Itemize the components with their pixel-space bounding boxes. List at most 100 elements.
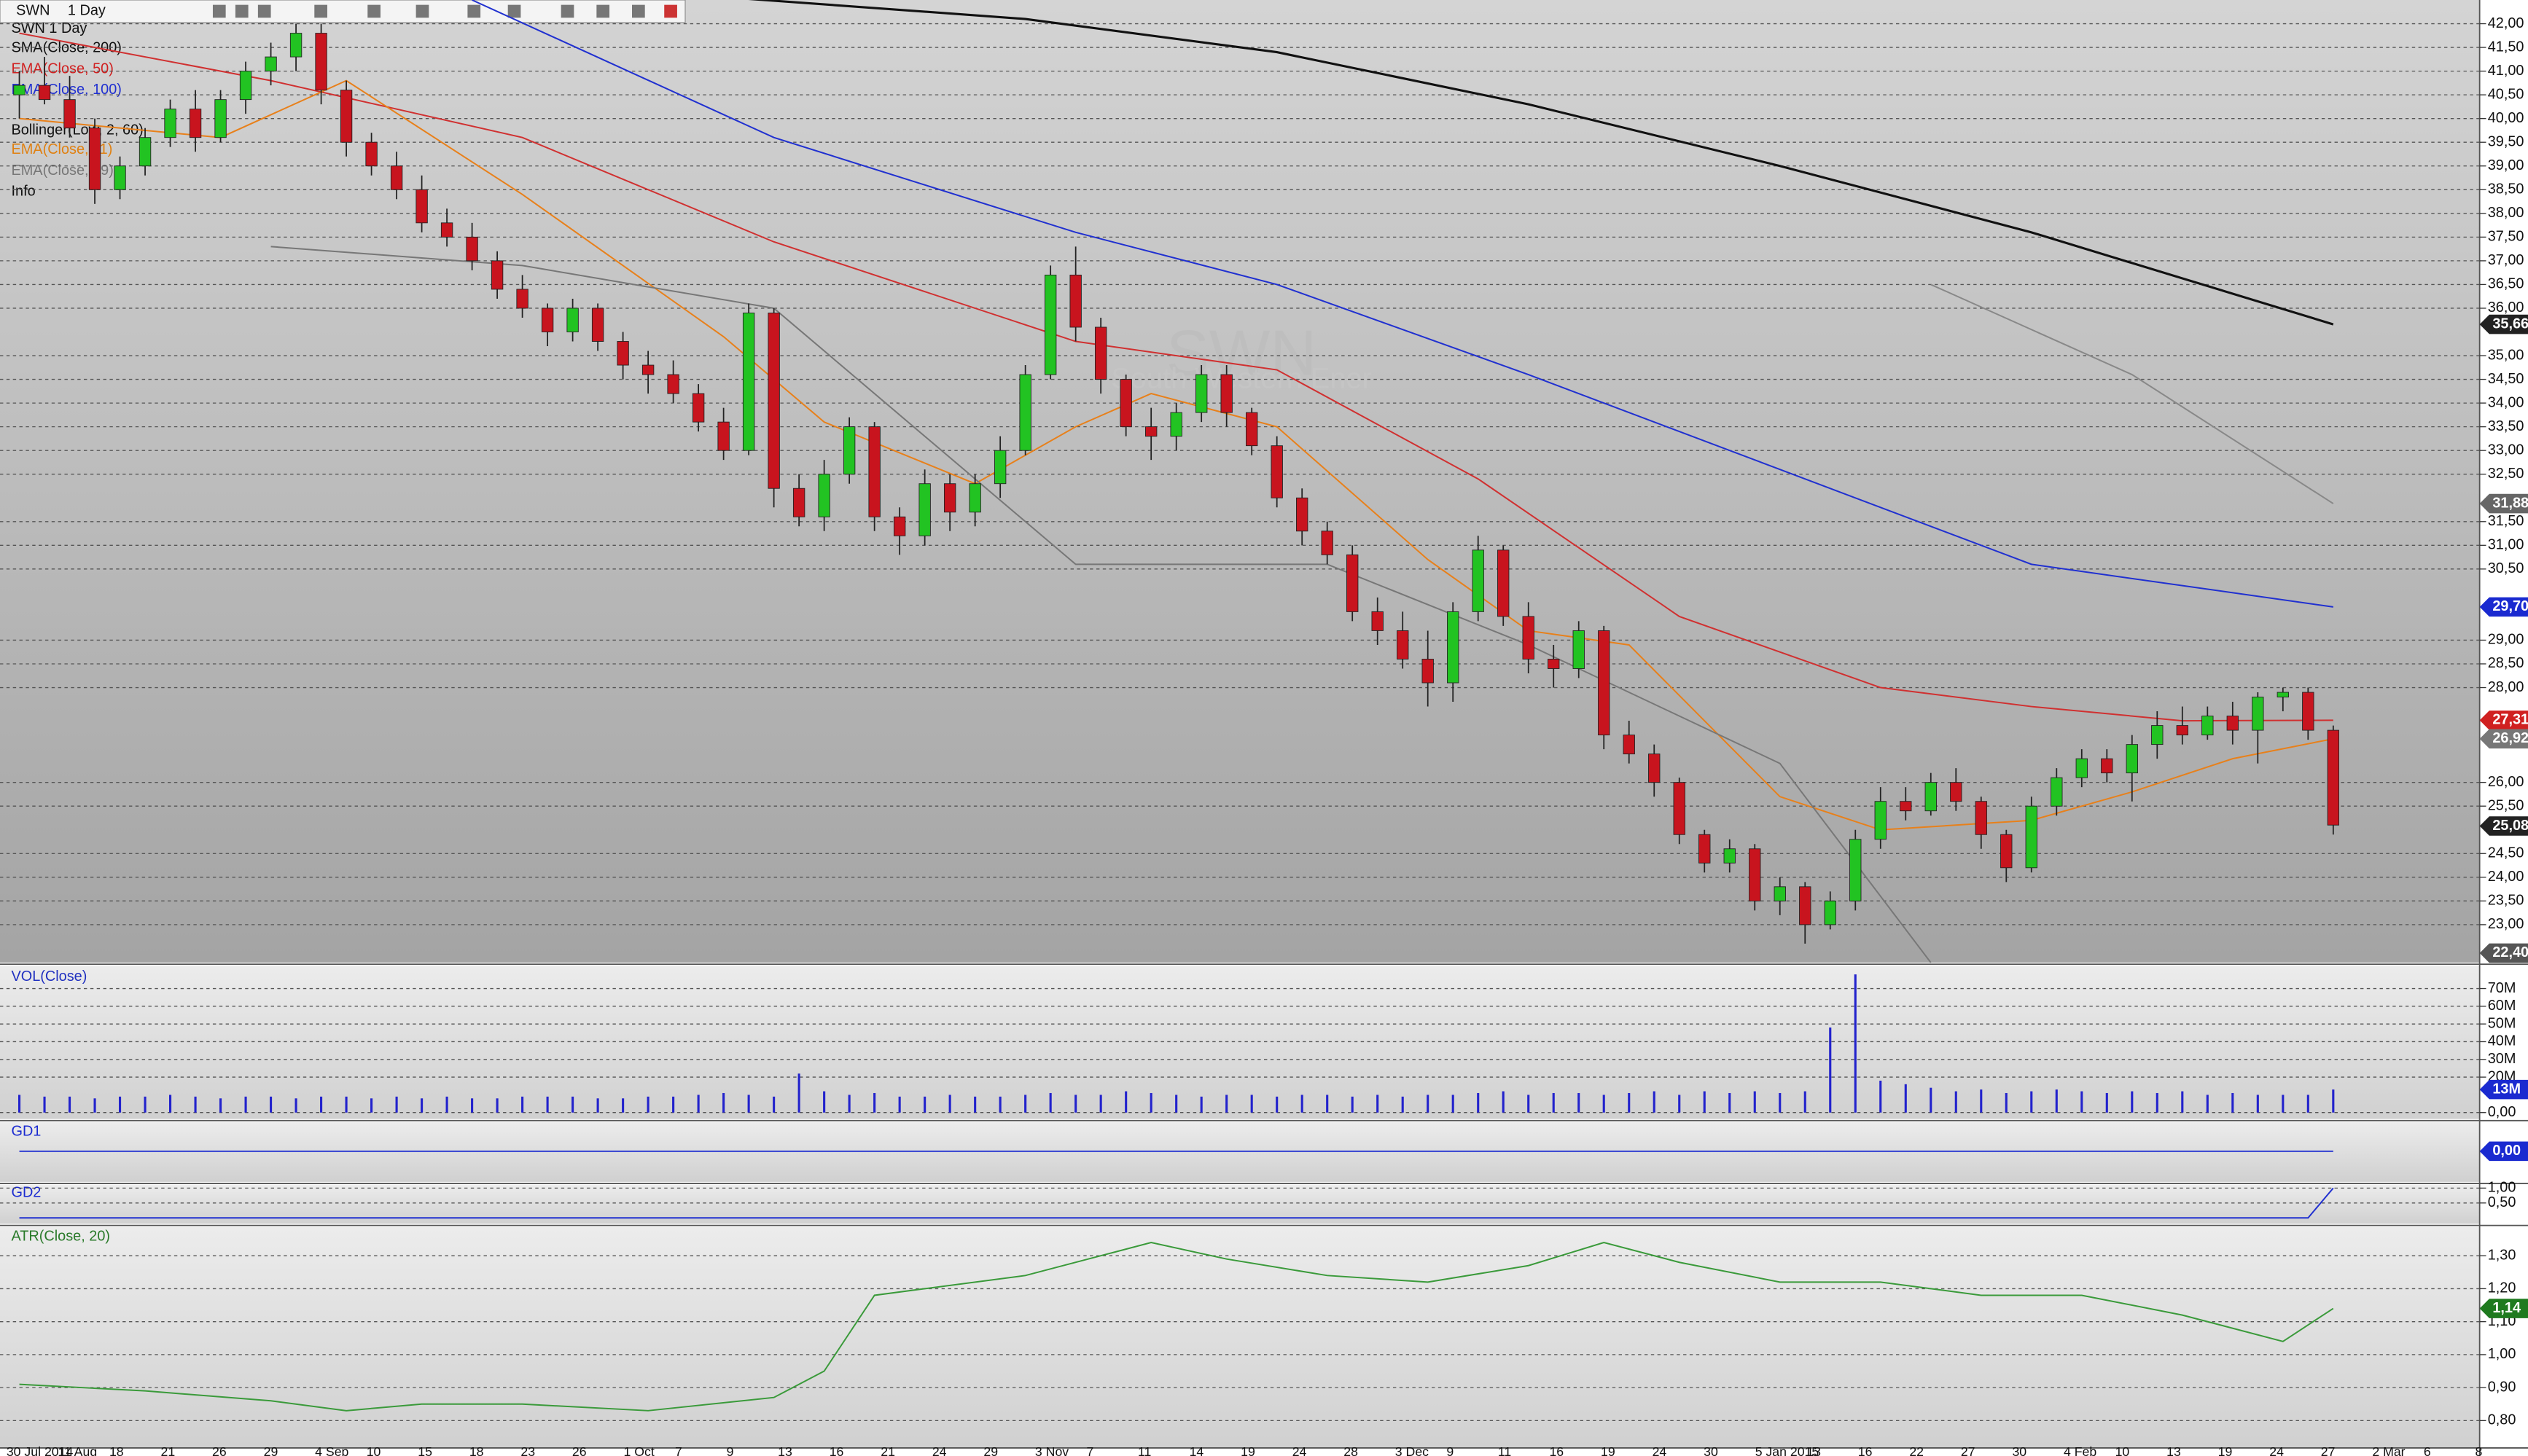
interval[interactable]: 1 Day <box>68 3 106 19</box>
indicator-line <box>270 246 1932 963</box>
x-tick-label: 21 <box>881 1444 895 1456</box>
candle-body <box>390 165 403 190</box>
y-tick-label: 1,00 <box>2488 1180 2516 1196</box>
candle-body <box>1924 782 1937 812</box>
y-tick-label: 1,00 <box>2488 1346 2516 1362</box>
x-tick-label: 24 <box>932 1444 947 1456</box>
x-tick-label: 5 Jan 2015 <box>1755 1444 1819 1456</box>
candle-body <box>818 474 830 517</box>
candle-body <box>2226 716 2239 731</box>
candle-body <box>340 90 353 143</box>
candle-body <box>1799 886 1811 925</box>
x-tick-label: 27 <box>1961 1444 1975 1456</box>
candle-body <box>1497 549 1510 617</box>
indicator-line <box>472 0 2333 608</box>
candle-body <box>1271 445 1283 498</box>
y-tick-label: 29,00 <box>2488 632 2524 648</box>
candle-body <box>792 488 805 517</box>
candle-body <box>164 109 176 138</box>
x-tick-label: 21 <box>161 1444 176 1456</box>
candle-body <box>541 308 554 332</box>
legend-entry: EMA(Close, 39) <box>11 163 113 179</box>
candle-body <box>516 289 528 309</box>
x-tick-label: 23 <box>520 1444 535 1456</box>
candle-body <box>365 141 378 167</box>
candle-body <box>1548 659 1560 669</box>
y-tick-label: 33,50 <box>2488 418 2524 434</box>
y-tick-label: 30,50 <box>2488 560 2524 576</box>
candle-body <box>1019 374 1031 451</box>
candle-body <box>2327 729 2340 826</box>
y-tick-label: 36,00 <box>2488 300 2524 316</box>
x-tick-label: 9 <box>1446 1444 1454 1456</box>
x-tick-label: 19 <box>1241 1444 1255 1456</box>
candle-body <box>868 426 881 517</box>
x-tick-label: 29 <box>264 1444 278 1456</box>
x-tick-label: 10 <box>2115 1444 2130 1456</box>
gd1-panel <box>0 1122 2480 1182</box>
x-tick-label: 16 <box>1858 1444 1873 1456</box>
panel-title: ATR(Close, 20) <box>11 1228 110 1244</box>
candle-body <box>1950 782 1962 802</box>
x-tick-label: 24 <box>1292 1444 1307 1456</box>
y-tick-label: 33,00 <box>2488 442 2524 458</box>
candle-body <box>1447 611 1459 684</box>
x-tick-label: 30 <box>2012 1444 2026 1456</box>
x-tick-label: 28 <box>1343 1444 1358 1456</box>
candle-body <box>1144 426 1158 437</box>
x-tick-label: 24 <box>1653 1444 1667 1456</box>
candle-body <box>1749 848 1761 901</box>
y-tick-label: 40,00 <box>2488 110 2524 126</box>
y-tick-label: 38,00 <box>2488 205 2524 221</box>
x-tick-label: 29 <box>983 1444 998 1456</box>
legend-entry: Info <box>11 184 35 200</box>
candle-body <box>239 71 252 101</box>
candle-body <box>2277 692 2289 697</box>
candle-body <box>1170 412 1182 437</box>
candle-body <box>969 483 981 513</box>
candle-body <box>1220 374 1233 413</box>
candle-body <box>2126 744 2138 774</box>
toolbar: SWN 1 Day <box>0 0 686 23</box>
candle-body <box>2051 777 2063 807</box>
x-tick-label: 13 <box>2166 1444 2181 1456</box>
candle-body <box>1296 497 1308 532</box>
x-tick-label: 24 <box>2269 1444 2284 1456</box>
candle-body <box>2101 758 2113 774</box>
price-flag <box>2479 314 2528 334</box>
candle-body <box>2302 692 2314 731</box>
x-tick-label: 26 <box>212 1444 227 1456</box>
watermark-sub: South Western Ener <box>1111 363 1372 395</box>
price-flag-label: 27,31 <box>2492 712 2528 728</box>
x-tick-label: 7 <box>1086 1444 1093 1456</box>
candle-body <box>1673 782 1685 835</box>
x-tick-label: 18 <box>469 1444 484 1456</box>
indicator-line <box>748 0 2334 326</box>
x-tick-label: 19 <box>2218 1444 2233 1456</box>
x-tick-label: 2 Mar <box>2372 1444 2405 1456</box>
candle-body <box>1069 274 1082 328</box>
x-tick-label: 8 <box>2475 1444 2482 1456</box>
x-tick-label: 13 <box>778 1444 792 1456</box>
candle-body <box>2252 697 2264 731</box>
symbol[interactable]: SWN <box>16 3 50 19</box>
candle-body <box>1421 659 1434 684</box>
volume-panel <box>0 966 2480 1119</box>
x-tick-label: 14 <box>1190 1444 1204 1456</box>
candle-body <box>1246 412 1258 447</box>
candle-body <box>692 393 705 423</box>
y-tick-label: 23,50 <box>2488 893 2524 909</box>
candle-body <box>843 426 856 475</box>
x-tick-label: 18 <box>109 1444 124 1456</box>
candle-body <box>1094 326 1107 380</box>
candle-body <box>2151 725 2164 745</box>
price-flag-label: 13M <box>2492 1081 2521 1097</box>
y-tick-label: 32,50 <box>2488 466 2524 482</box>
y-tick-label: 0,00 <box>2488 1104 2516 1120</box>
candle-body <box>1572 630 1585 669</box>
legend-entry: Bollinger(Low, 2, 60) <box>11 122 143 138</box>
x-tick-label: 10 <box>367 1444 381 1456</box>
candle-body <box>63 99 76 129</box>
